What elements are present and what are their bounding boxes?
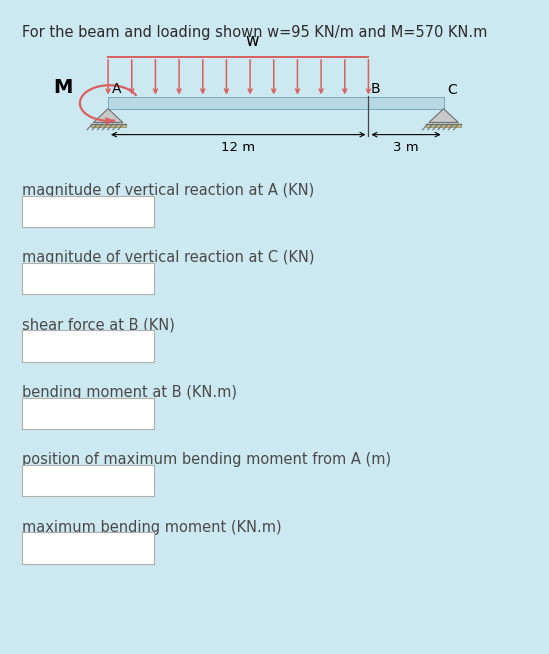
Text: A: A xyxy=(112,82,122,95)
Text: 12 m: 12 m xyxy=(221,141,255,154)
Text: magnitude of vertical reaction at C (KN): magnitude of vertical reaction at C (KN) xyxy=(22,250,315,265)
Bar xyxy=(91,124,126,126)
Text: B: B xyxy=(371,82,381,95)
Text: magnitude of vertical reaction at A (KN): magnitude of vertical reaction at A (KN) xyxy=(22,183,314,198)
Text: bending moment at B (KN.m): bending moment at B (KN.m) xyxy=(22,385,237,400)
Bar xyxy=(108,97,444,109)
Polygon shape xyxy=(429,109,458,122)
Text: For the beam and loading shown w=95 KN/m and M=570 KN.m: For the beam and loading shown w=95 KN/m… xyxy=(22,25,488,40)
Text: C: C xyxy=(447,84,457,97)
Text: w: w xyxy=(245,31,259,50)
Text: position of maximum bending moment from A (m): position of maximum bending moment from … xyxy=(22,453,391,467)
Bar xyxy=(426,124,461,126)
Text: maximum bending moment (KN.m): maximum bending moment (KN.m) xyxy=(22,520,282,534)
Text: 3 m: 3 m xyxy=(393,141,419,154)
Text: shear force at B (KN): shear force at B (KN) xyxy=(22,318,175,332)
Polygon shape xyxy=(93,109,123,122)
Text: M: M xyxy=(53,78,72,97)
